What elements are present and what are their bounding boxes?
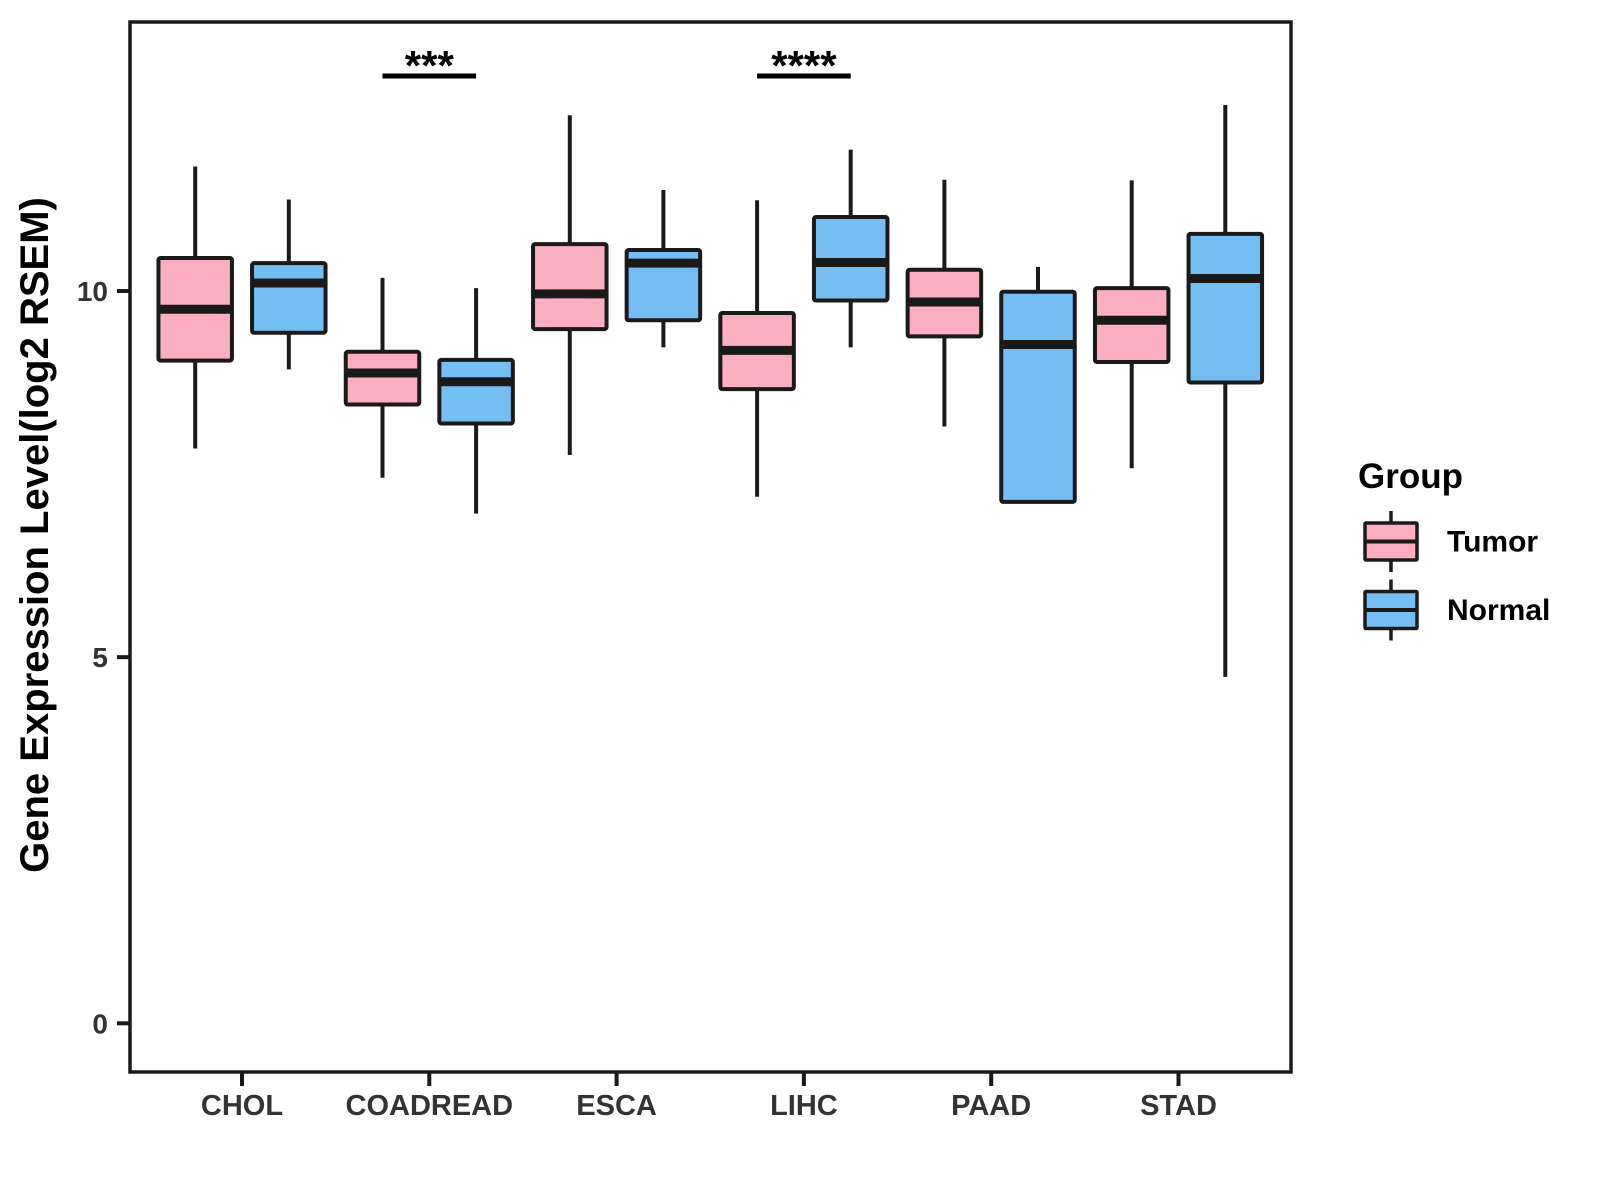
legend-label-normal: Normal [1447,594,1550,627]
y-tick-label-0: 0 [92,1008,108,1039]
x-tick-label-coadread: COADREAD [346,1090,514,1122]
x-tick-label-chol: CHOL [201,1090,283,1122]
box-normal-chol [250,261,328,335]
y-tick-label-5: 5 [92,642,108,673]
box-normal-paad [999,289,1077,504]
panel-border [128,20,1293,1074]
legend-title: Group [1358,457,1463,496]
x-tick-label-lihc: LIHC [770,1090,838,1122]
panel-background [130,22,1291,1072]
legend-label-tumor: Tumor [1447,526,1538,559]
significance-stars-coadread: *** [405,42,455,89]
box-tumor-esca [531,242,609,332]
box-tumor-stad [1092,286,1171,365]
significance-stars-lihc: **** [771,42,837,89]
y-tick-label-10: 10 [77,276,108,307]
box-tumor-coadread [343,349,422,407]
box-normal-stad [1186,231,1265,385]
box-normal-coadread [437,357,515,426]
x-tick-label-esca: ESCA [576,1090,657,1122]
x-tick-label-stad: STAD [1140,1090,1217,1122]
y-axis-label: Gene Expression Level(log2 RSEM) [13,197,57,873]
x-tick-label-paad: PAAD [951,1090,1031,1122]
